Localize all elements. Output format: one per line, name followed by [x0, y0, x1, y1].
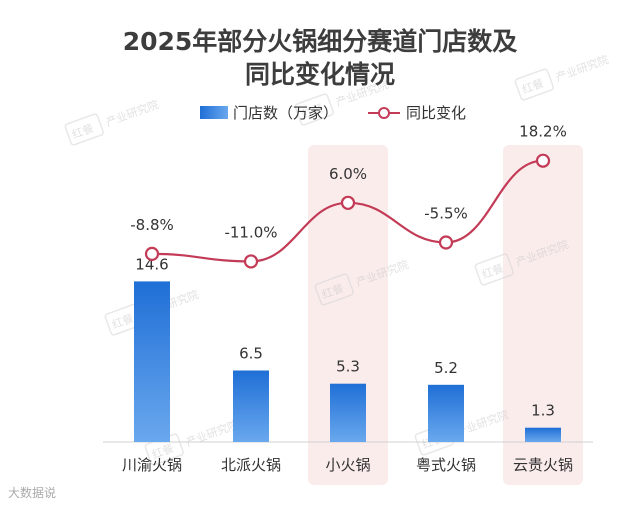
line-point [535, 153, 551, 168]
watermark-text: 产业研究院 [104, 97, 160, 129]
bar-value-label: 1.3 [531, 402, 555, 420]
category-label: 小火锅 [325, 456, 370, 474]
bar-value-label: 6.5 [239, 345, 263, 363]
category-label: 云贵火锅 [513, 456, 573, 474]
footer-text: 大数据说 [8, 485, 56, 500]
legend-line-marker [378, 107, 390, 119]
line-point [144, 246, 160, 261]
bar-value-label: 5.2 [434, 359, 458, 377]
line-value-label: 18.2% [519, 123, 567, 141]
line-point [340, 195, 356, 210]
bar-value-label: 5.3 [336, 358, 360, 376]
bar [525, 427, 561, 442]
line-value-labels: -8.8% -11.0% 6.0% -5.5% 18.2% [130, 123, 567, 242]
bar-series [134, 281, 561, 442]
chart-title-line-2: 同比变化情况 [245, 60, 395, 89]
highlight-band [503, 145, 583, 485]
chart-title-line-1: 2025年部分火锅细分赛道门店数及 [123, 27, 518, 56]
line-point [243, 254, 259, 269]
highlight-band [308, 145, 388, 485]
category-label: 北派火锅 [221, 456, 281, 474]
highlight-bands [308, 145, 583, 485]
legend-bar-label: 门店数（万家） [233, 104, 338, 122]
bar-value-label: 14.6 [135, 255, 168, 273]
line-point [438, 235, 454, 250]
bar [330, 383, 366, 442]
legend-line-label: 同比变化 [406, 104, 466, 122]
line-value-label: -5.5% [424, 204, 468, 222]
bar-value-labels: 14.6 6.5 5.3 5.2 1.3 [135, 255, 555, 419]
legend-bar-swatch [200, 106, 228, 119]
line-value-label: -11.0% [224, 223, 277, 241]
bar [428, 384, 464, 442]
line-value-label: -8.8% [130, 216, 174, 234]
bar [134, 281, 170, 442]
category-labels: 川渝火锅 北派火锅 小火锅 粤式火锅 云贵火锅 [122, 456, 573, 474]
category-label: 川渝火锅 [122, 456, 182, 474]
legend: 门店数（万家） 同比变化 [200, 104, 466, 122]
category-label: 粤式火锅 [416, 456, 476, 474]
line-series [144, 153, 551, 269]
bar [233, 370, 269, 442]
watermark-text: 产业研究院 [554, 52, 610, 84]
line-value-label: 6.0% [329, 165, 367, 183]
watermark-text: 产业研究院 [184, 417, 240, 449]
